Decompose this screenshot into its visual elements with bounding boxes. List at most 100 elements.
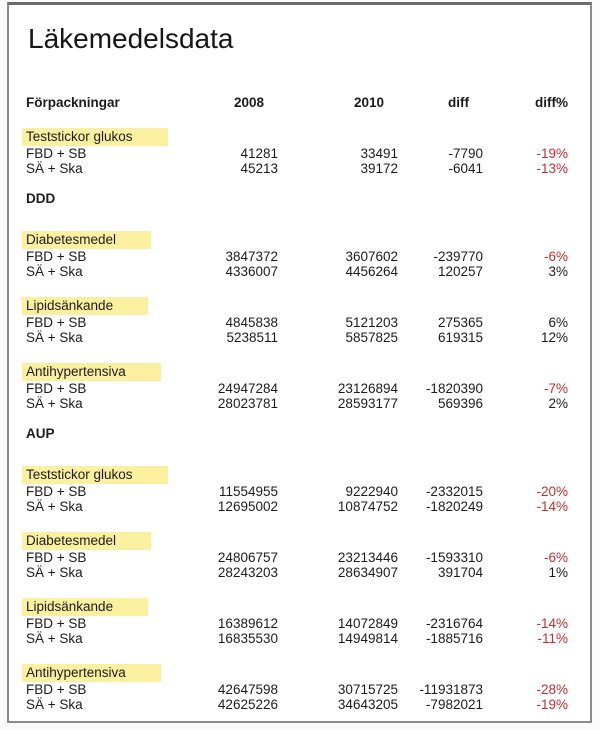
diff-cell: -1820249 — [425, 499, 483, 514]
table-row: SÄ + Ska 28023781 28593177 569396 2% — [26, 396, 590, 411]
diffpct-cell: -13% — [536, 161, 568, 176]
diff-cell: -6041 — [448, 161, 483, 176]
table-row: FBD + SB 16389612 14072849 -2316764 -14% — [26, 616, 590, 631]
value-2008-cell: 16389612 — [217, 616, 278, 631]
diff-cell: 120257 — [437, 264, 483, 279]
diff-cell: 275365 — [437, 315, 483, 330]
group-label-highlight: Antihypertensiva — [22, 664, 161, 682]
value-2008-cell: 42625226 — [217, 697, 278, 712]
table-row: FBD + SB 24947284 23126894 -1820390 -7% — [26, 381, 590, 396]
diffpct-cell: -6% — [543, 550, 568, 565]
value-2008-cell: 12695002 — [217, 499, 278, 514]
value-2008-cell: 3847372 — [225, 249, 278, 264]
diffpct-cell: -19% — [536, 697, 568, 712]
table-row: SÄ + Ska 28243203 28634907 391704 1% — [26, 565, 590, 580]
diff-cell: -11931873 — [419, 682, 483, 697]
value-2008-cell: 42647598 — [217, 682, 278, 697]
diff-cell: -1820390 — [425, 381, 483, 396]
table-group: Teststickor glukos FBD + SB 41281 33491 -779… — [22, 128, 590, 176]
row-label-cell: SÄ + Ska — [26, 499, 83, 514]
table-row: FBD + SB 11554955 9222940 -2332015 -20% — [26, 484, 590, 499]
group-label-row: Diabetesmedel — [22, 532, 590, 550]
row-label-cell: FBD + SB — [26, 315, 87, 330]
group-label-highlight: Antihypertensiva — [22, 363, 161, 381]
value-2008-cell: 4845838 — [225, 315, 278, 330]
diffpct-cell: -6% — [543, 249, 568, 264]
page-title: Läkemedelsdata — [28, 23, 234, 54]
row-label-cell: FBD + SB — [26, 146, 87, 161]
group-label-cell: Diabetesmedel — [22, 231, 191, 249]
group-label-cell: Diabetesmedel — [22, 532, 191, 550]
row-label-cell: FBD + SB — [26, 484, 87, 499]
table-row: FBD + SB 4845838 5121203 275365 6% — [26, 315, 590, 330]
diff-cell: -239770 — [433, 249, 483, 264]
report-frame: Läkemedelsdata Förpackningar 2008 2010 d… — [7, 2, 592, 723]
diffpct-cell: -11% — [537, 631, 568, 646]
table-row: FBD + SB 41281 33491 -7790 -19% — [26, 146, 590, 161]
value-2008-cell: 16835530 — [217, 631, 278, 646]
diffpct-cell: -19% — [536, 146, 568, 161]
diff-cell: -2332015 — [425, 484, 483, 499]
value-2008-cell: 28243203 — [217, 565, 278, 580]
value-2008-cell: 45213 — [240, 161, 278, 176]
diffpct-cell: -7% — [543, 381, 568, 396]
value-2010-cell: 5857825 — [345, 330, 398, 345]
diffpct-cell: 1% — [548, 565, 568, 580]
table-row: SÄ + Ska 16835530 14949814 -1885716 -11% — [26, 631, 590, 646]
table-group: Diabetesmedel FBD + SB 24806757 23213446 -15… — [22, 532, 590, 580]
table-group: Diabetesmedel FBD + SB 3847372 3607602 -2397… — [22, 231, 590, 279]
table-group: Antihypertensiva FBD + SB 24947284 23126894… — [22, 363, 590, 411]
diff-cell: 569396 — [437, 396, 483, 411]
row-label-cell: FBD + SB — [26, 381, 87, 396]
table-group: Lipidsänkande FBD + SB 4845838 5121203 27536… — [22, 297, 590, 345]
row-label-cell: SÄ + Ska — [26, 396, 83, 411]
row-label-cell: FBD + SB — [26, 682, 87, 697]
value-2008-cell: 24806757 — [217, 550, 278, 565]
value-2010-cell: 39172 — [360, 161, 398, 176]
value-2010-cell: 28634907 — [337, 565, 398, 580]
value-2008-cell: 11554955 — [218, 484, 278, 499]
value-2010-cell: 30715725 — [337, 682, 398, 697]
table-row: SÄ + Ska 12695002 10874752 -1820249 -14% — [26, 499, 590, 514]
group-label-row: Diabetesmedel — [22, 231, 590, 249]
diffpct-cell: -28% — [536, 682, 568, 697]
table-row: SÄ + Ska 4336007 4456264 120257 3% — [26, 264, 590, 279]
diffpct-cell: -14% — [536, 616, 568, 631]
table-row: FBD + SB 3847372 3607602 -239770 -6% — [26, 249, 590, 264]
value-2010-cell: 23213446 — [337, 550, 398, 565]
group-label-cell: Antihypertensiva — [22, 664, 191, 682]
row-label-cell: SÄ + Ska — [26, 161, 83, 176]
table-row: SÄ + Ska 42625226 34643205 -7982021 -19% — [26, 697, 590, 712]
group-label-cell: Teststickor glukos — [22, 128, 191, 146]
group-label-highlight: Lipidsänkande — [22, 598, 149, 616]
diffpct-cell: 6% — [548, 315, 568, 330]
section-heading: DDD — [26, 191, 56, 206]
table-group: Lipidsänkande FBD + SB 16389612 14072849 -23… — [22, 598, 590, 646]
value-2010-cell: 9222940 — [345, 484, 398, 499]
group-label-highlight: Lipidsänkande — [22, 297, 149, 315]
group-label-row: Lipidsänkande — [22, 598, 590, 616]
row-label-cell: FBD + SB — [26, 616, 87, 631]
section-heading: AUP — [26, 426, 55, 441]
table-header-row: Förpackningar 2008 2010 diff diff% — [26, 95, 590, 110]
value-2008-cell: 5238511 — [226, 330, 278, 345]
diff-cell: 391704 — [437, 565, 483, 580]
table-body: Teststickor glukos FBD + SB 41281 33491 -779… — [22, 128, 590, 712]
diff-cell: -1593310 — [425, 550, 483, 565]
column-header-category: Förpackningar — [26, 95, 120, 110]
row-label-cell: SÄ + Ska — [26, 631, 83, 646]
group-label-cell: Lipidsänkande — [22, 297, 191, 315]
table-row: SÄ + Ska 5238511 5857825 619315 12% — [26, 330, 590, 345]
diff-cell: -7790 — [448, 146, 483, 161]
group-label-highlight: Teststickor glukos — [22, 466, 168, 484]
group-label-row: Teststickor glukos — [22, 128, 590, 146]
group-label-highlight: Diabetesmedel — [22, 231, 152, 249]
value-2010-cell: 14949814 — [337, 631, 398, 646]
column-header-2008: 2008 — [233, 95, 264, 110]
diff-cell: -2316764 — [425, 616, 483, 631]
group-label-cell: Lipidsänkande — [22, 598, 191, 616]
diff-cell: 619315 — [437, 330, 483, 345]
report-content: Läkemedelsdata Förpackningar 2008 2010 d… — [9, 5, 590, 712]
row-label-cell: SÄ + Ska — [26, 697, 83, 712]
diffpct-cell: -20% — [536, 484, 568, 499]
